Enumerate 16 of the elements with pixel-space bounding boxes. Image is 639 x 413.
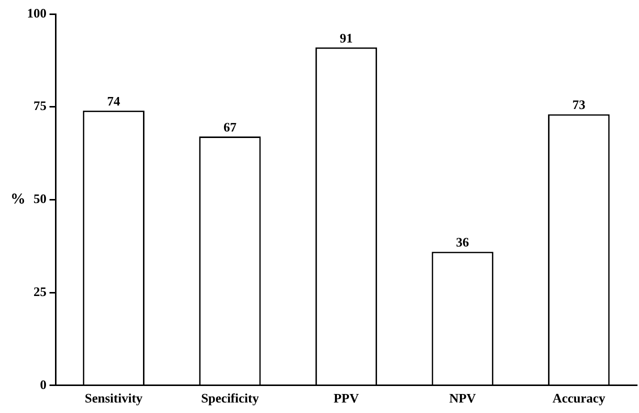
x-tick-label: Accuracy: [552, 390, 606, 406]
y-axis-title: %: [10, 192, 26, 208]
y-tick-label: 75: [34, 98, 47, 114]
y-tick-label: 25: [34, 284, 47, 299]
y-tick-label: 50: [34, 191, 46, 206]
y-tick-label: 0: [40, 376, 46, 392]
x-tick-label: NPV: [449, 390, 477, 406]
data-label: 67: [223, 119, 237, 134]
x-tick-label: PPV: [334, 390, 360, 406]
x-tick-label: Specificity: [201, 390, 260, 406]
data-label: 74: [107, 93, 121, 108]
data-label: 73: [572, 97, 586, 112]
y-tick-label: 100: [27, 5, 46, 20]
data-label: 36: [456, 234, 470, 250]
data-label: 91: [340, 30, 353, 46]
x-tick-label: Sensitivity: [84, 390, 144, 406]
